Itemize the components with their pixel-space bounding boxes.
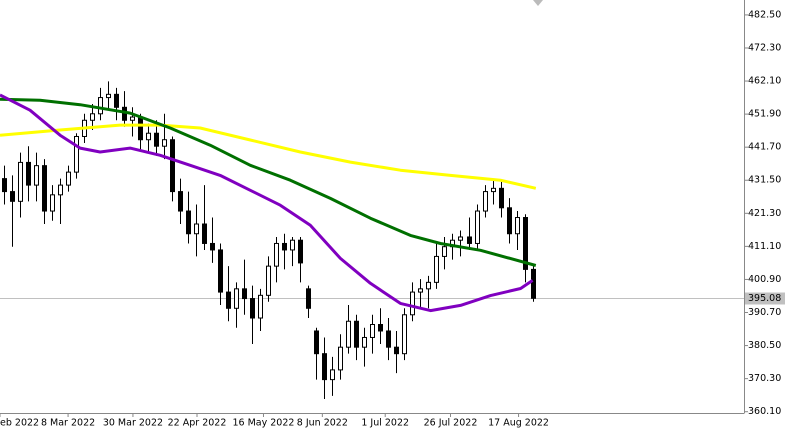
candle-body bbox=[18, 161, 23, 202]
candle-body bbox=[98, 97, 103, 115]
candle-body bbox=[426, 281, 431, 290]
candle-body bbox=[523, 217, 528, 270]
candle-body bbox=[531, 268, 536, 299]
plot-area bbox=[0, 81, 744, 400]
y-tick-label: 390.70 bbox=[748, 307, 781, 318]
candle-body bbox=[499, 187, 504, 209]
x-tick-label: 1 Jul 2022 bbox=[361, 418, 409, 429]
candle-body bbox=[515, 217, 520, 235]
x-tick-label: 8 Jun 2022 bbox=[297, 418, 348, 429]
candle-body bbox=[338, 346, 343, 371]
candle-body bbox=[322, 353, 327, 381]
candle-body bbox=[282, 242, 287, 251]
candle-body bbox=[250, 298, 255, 319]
candle-body bbox=[362, 336, 367, 348]
moving-average bbox=[0, 97, 537, 267]
candle-body bbox=[458, 236, 463, 241]
moving-average bbox=[0, 93, 534, 313]
moving-average bbox=[0, 123, 537, 190]
candle-body bbox=[298, 239, 303, 264]
candle-body bbox=[330, 369, 335, 381]
candle-body bbox=[370, 324, 375, 338]
candle-body bbox=[170, 139, 175, 193]
candle-body bbox=[402, 314, 407, 355]
candle-body bbox=[218, 249, 223, 293]
candle-body bbox=[507, 207, 512, 235]
candle-body bbox=[483, 191, 488, 212]
candle-body bbox=[66, 171, 71, 186]
x-tick-label: 22 Apr 2022 bbox=[168, 418, 227, 429]
candle-body bbox=[258, 294, 263, 319]
candle-body bbox=[210, 242, 215, 251]
y-tick-label: 462.10 bbox=[748, 76, 781, 87]
candle-body bbox=[106, 93, 111, 99]
x-tick-label: 8 Mar 2022 bbox=[41, 418, 95, 429]
candle-body bbox=[274, 242, 279, 267]
candle-body bbox=[354, 320, 359, 348]
candle-body bbox=[186, 210, 191, 235]
candle-body bbox=[42, 165, 47, 212]
candle-body bbox=[242, 288, 247, 300]
x-tick-label: 16 May 2022 bbox=[233, 418, 295, 429]
y-tick-label: 451.90 bbox=[748, 109, 781, 120]
shift-marker bbox=[533, 0, 543, 6]
candle-body bbox=[418, 288, 423, 293]
candle-body bbox=[130, 116, 135, 121]
candle-body bbox=[290, 239, 295, 251]
candle-body bbox=[346, 320, 351, 348]
x-tick-label: 26 Jul 2022 bbox=[424, 418, 478, 429]
y-tick-label: 431.50 bbox=[748, 175, 781, 186]
y-tick-label: 400.90 bbox=[748, 274, 781, 285]
x-tick-label: 17 Aug 2022 bbox=[488, 418, 549, 429]
candle-body bbox=[58, 184, 63, 196]
y-tick-label: 482.50 bbox=[748, 9, 781, 20]
candle-body bbox=[178, 191, 183, 212]
y-tick-label: 360.10 bbox=[748, 406, 781, 417]
candle-body bbox=[467, 236, 472, 244]
y-tick-label: 370.30 bbox=[748, 373, 781, 384]
candle-body bbox=[434, 255, 439, 283]
candle-body bbox=[202, 223, 207, 244]
candle-body bbox=[74, 135, 79, 173]
x-tick-label: 30 Mar 2022 bbox=[103, 418, 163, 429]
candle-body bbox=[475, 210, 480, 244]
candle-body bbox=[386, 330, 391, 348]
candle-body bbox=[146, 132, 151, 141]
y-tick-label: 441.70 bbox=[748, 142, 781, 153]
y-tick-label: 380.50 bbox=[748, 340, 781, 351]
x-tick-label: eb 2022 bbox=[0, 418, 39, 429]
candle-body bbox=[154, 132, 159, 147]
candle-body bbox=[378, 324, 383, 332]
candle-body bbox=[394, 346, 399, 355]
candle-body bbox=[194, 223, 199, 235]
candle-body bbox=[234, 288, 239, 309]
candle-body bbox=[10, 191, 15, 202]
candle-body bbox=[138, 116, 143, 141]
candle-body bbox=[114, 93, 119, 108]
candle-body bbox=[34, 165, 39, 186]
candle-body bbox=[491, 187, 496, 193]
candle-body bbox=[90, 113, 95, 121]
y-tick-label: 472.30 bbox=[748, 42, 781, 53]
candle-body bbox=[314, 330, 319, 355]
candle-body bbox=[26, 161, 31, 186]
candle-body bbox=[226, 291, 231, 309]
candle-body bbox=[162, 139, 167, 147]
candle-body bbox=[306, 288, 311, 309]
last-price-label: 395.08 bbox=[748, 293, 781, 304]
y-tick-label: 411.10 bbox=[748, 241, 781, 252]
y-tick-label: 421.30 bbox=[748, 208, 781, 219]
last-price-box bbox=[745, 292, 785, 305]
candle-body bbox=[266, 265, 271, 296]
candle-body bbox=[410, 291, 415, 316]
candle-body bbox=[2, 178, 7, 193]
candle-body bbox=[442, 246, 447, 257]
candle-body bbox=[50, 194, 55, 212]
